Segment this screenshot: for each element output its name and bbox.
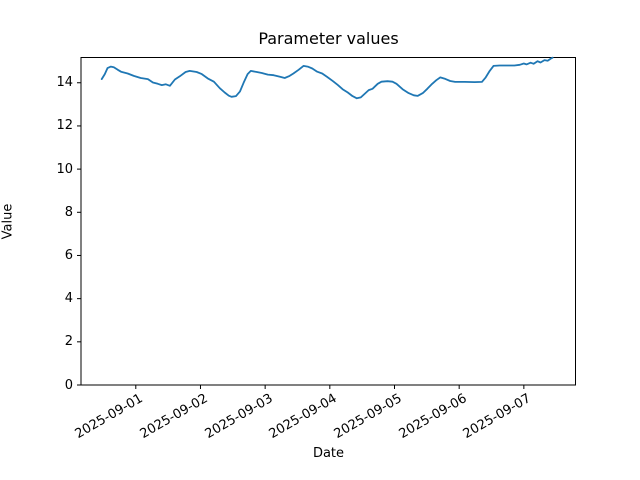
y-tick-label: 12 xyxy=(56,118,73,134)
y-tick-label: 2 xyxy=(64,334,73,350)
y-tick-label: 6 xyxy=(64,247,73,263)
data-line-parameter xyxy=(100,56,554,100)
y-tick-label: 0 xyxy=(64,377,73,393)
y-tick-label: 14 xyxy=(56,75,73,91)
x-axis-label: Date xyxy=(312,446,345,461)
y-tick-label: 8 xyxy=(64,204,73,220)
y-tick-label: 10 xyxy=(56,161,73,177)
y-tick-label: 4 xyxy=(64,291,73,307)
plot-border xyxy=(80,57,576,386)
y-axis-label: Value xyxy=(0,203,16,240)
chart-title: Parameter values xyxy=(258,29,399,48)
